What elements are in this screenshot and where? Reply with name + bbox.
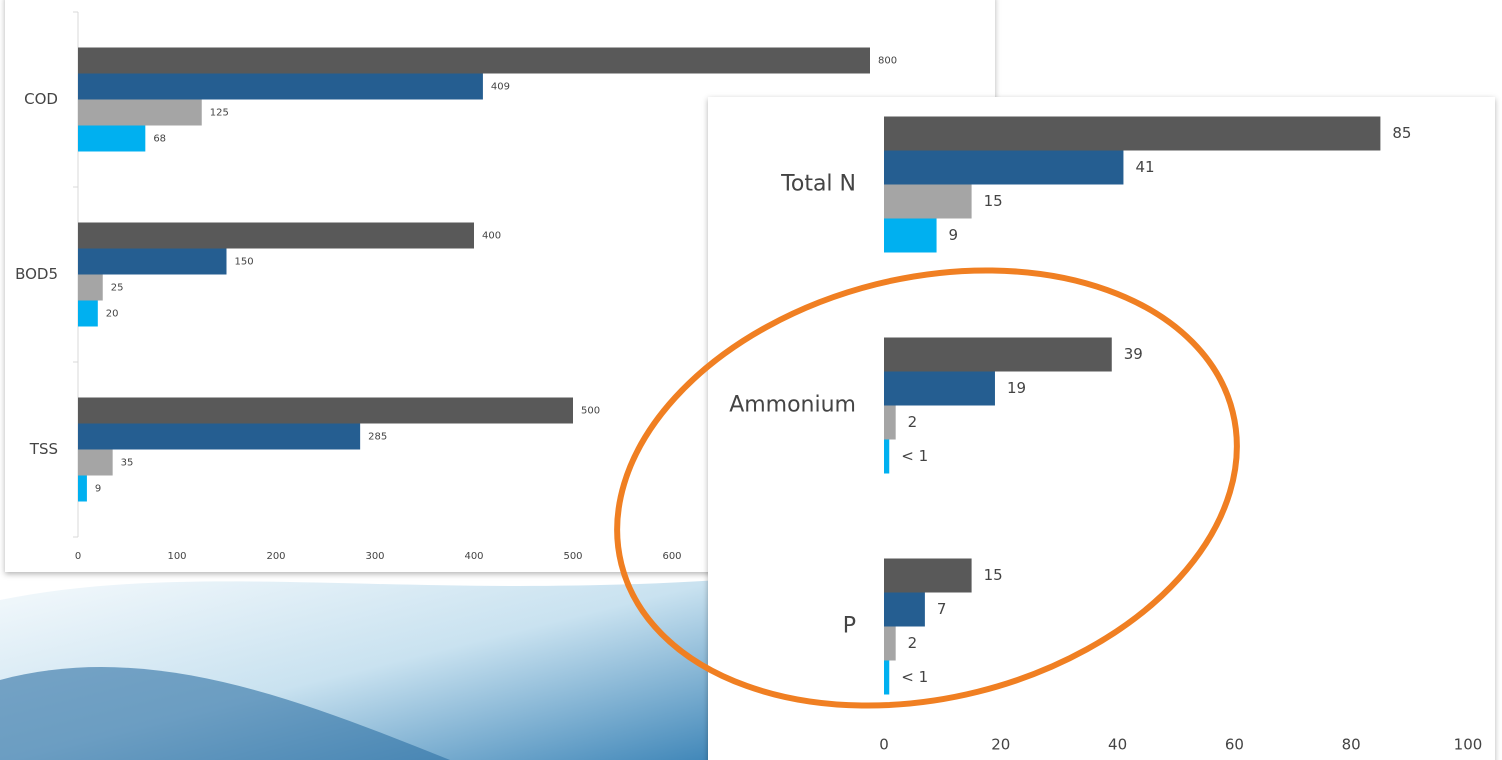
x-tick-label: 600 [662,551,681,562]
data-label: 285 [368,432,387,443]
x-tick-label: 100 [1454,736,1483,754]
data-label: 7 [937,600,947,618]
data-label: 2 [908,413,918,431]
bar [78,450,113,476]
x-tick-label: 0 [75,551,81,562]
bar [884,338,1112,372]
x-tick-label: 0 [879,736,889,754]
bar [78,398,573,424]
data-label: 9 [949,226,959,244]
bar [884,661,889,695]
bar [78,223,474,249]
data-label: 19 [1007,379,1026,397]
bar [78,100,202,126]
data-label: 41 [1135,158,1154,176]
bar [78,275,103,301]
bar [884,559,972,593]
x-tick-label: 300 [365,551,384,562]
bar [884,117,1380,151]
category-label: TSS [29,440,58,458]
data-label: < 1 [901,447,928,465]
data-label: 25 [111,283,124,294]
x-tick-label: 40 [1108,736,1127,754]
data-label: 409 [491,82,510,93]
bar [78,74,483,100]
data-label: 20 [106,309,119,320]
data-label: 15 [984,192,1003,210]
bar [78,476,87,502]
bar [78,424,360,450]
x-tick-label: 200 [266,551,285,562]
data-label: 9 [95,484,101,495]
data-label: 2 [908,634,918,652]
bar [78,249,227,275]
x-tick-label: 60 [1225,736,1244,754]
data-label: 400 [482,231,501,242]
x-tick-label: 20 [991,736,1010,754]
x-tick-label: 500 [563,551,582,562]
data-label: 85 [1392,124,1411,142]
x-tick-label: 400 [464,551,483,562]
x-tick-label: 100 [167,551,186,562]
category-label: Total N [780,172,856,197]
category-label: P [843,614,856,639]
bar [884,406,896,440]
data-label: 15 [984,566,1003,584]
bar [884,219,937,253]
data-label: 150 [235,257,254,268]
bar [884,151,1123,185]
bar [78,48,870,74]
x-tick-label: 80 [1342,736,1361,754]
data-label: < 1 [901,668,928,686]
bar [884,593,925,627]
data-label: 35 [121,458,134,469]
data-label: 500 [581,406,600,417]
category-label: Ammonium [729,393,856,418]
data-label: 125 [210,108,229,119]
bar [884,440,889,474]
bar [884,185,972,219]
data-label: 39 [1124,345,1143,363]
data-label: 68 [153,134,166,145]
category-label: COD [24,90,58,108]
data-label: 800 [878,56,897,67]
bar [78,126,145,152]
screenshot: 0100200300400500600700800900COD800409125… [0,0,1502,760]
category-label: BOD5 [15,265,58,283]
bar [884,372,995,406]
bar [884,627,896,661]
bar [78,301,98,327]
